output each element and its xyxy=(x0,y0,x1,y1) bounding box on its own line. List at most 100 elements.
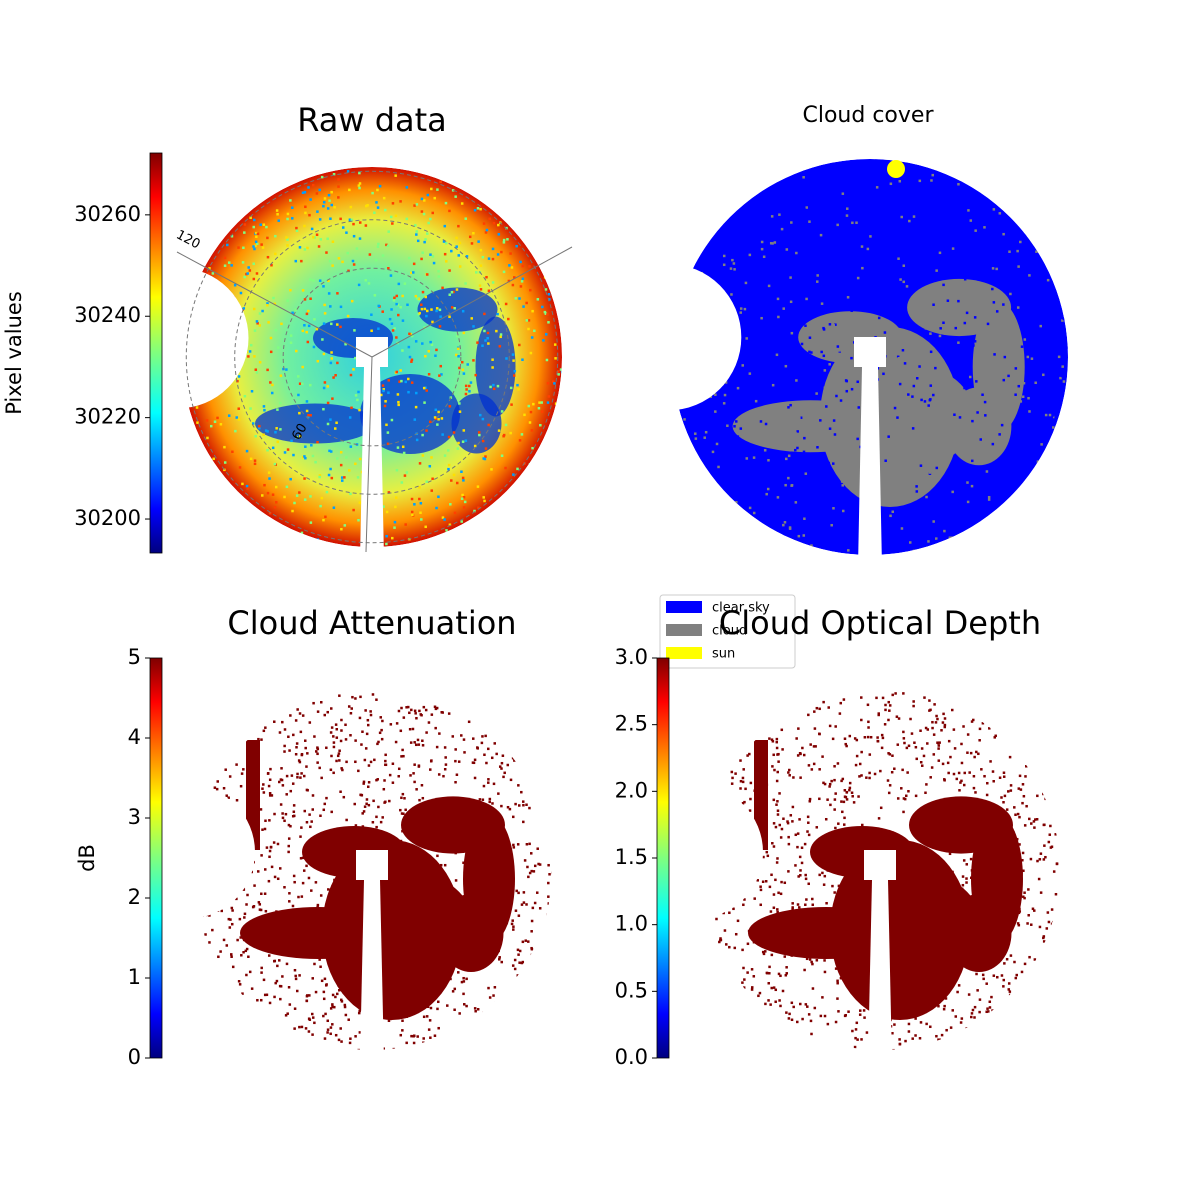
speckle xyxy=(910,732,914,735)
speckle xyxy=(394,885,397,888)
speckle xyxy=(235,897,238,901)
speckle xyxy=(541,305,544,309)
speckle xyxy=(245,484,249,488)
speckle xyxy=(975,750,978,754)
speckle xyxy=(837,1010,840,1013)
speckle xyxy=(292,810,296,813)
speckle xyxy=(1009,249,1013,253)
speckle xyxy=(409,332,412,336)
speckle xyxy=(757,805,761,809)
speckle xyxy=(330,357,334,360)
speckle xyxy=(299,730,303,734)
speckle xyxy=(880,746,884,750)
cloud-blob xyxy=(820,327,960,507)
speckle xyxy=(985,982,988,985)
speckle xyxy=(307,1030,311,1033)
speckle xyxy=(748,481,751,485)
speckle xyxy=(455,245,458,248)
speckle xyxy=(352,934,356,938)
speckle xyxy=(323,977,327,981)
speckle xyxy=(742,966,745,970)
speckle xyxy=(273,462,277,466)
speckle xyxy=(230,906,234,910)
speckle xyxy=(788,226,791,229)
speckle xyxy=(490,756,494,760)
speckle xyxy=(1035,250,1038,253)
speckle xyxy=(834,826,837,830)
speckle xyxy=(977,949,980,952)
speckle xyxy=(518,439,522,442)
speckle xyxy=(828,851,831,855)
speckle xyxy=(454,748,457,751)
speckle xyxy=(379,835,383,839)
speckle xyxy=(951,488,954,491)
speckle xyxy=(696,306,700,309)
speckle xyxy=(833,891,836,894)
speckle xyxy=(345,869,348,872)
speckle xyxy=(305,999,309,1003)
speckle xyxy=(272,941,276,945)
speckle xyxy=(799,874,802,877)
speckle xyxy=(245,866,249,870)
speckle xyxy=(796,446,799,450)
speckle xyxy=(865,888,869,892)
speckle xyxy=(986,909,989,913)
speckle xyxy=(371,988,374,992)
speckle xyxy=(787,835,790,839)
speckle xyxy=(220,315,223,318)
speckle xyxy=(918,365,921,368)
polar-ring xyxy=(282,267,462,447)
speckle xyxy=(994,385,998,388)
speckle xyxy=(402,716,406,719)
speckle xyxy=(311,808,315,811)
speckle xyxy=(421,251,424,254)
speckle xyxy=(441,516,445,519)
speckle xyxy=(834,792,837,795)
speckle xyxy=(542,339,545,342)
speckle xyxy=(1025,765,1028,768)
speckle xyxy=(245,947,249,951)
speckle xyxy=(428,910,431,914)
speckle xyxy=(335,963,338,966)
speckle xyxy=(417,743,421,746)
speckle xyxy=(330,476,334,480)
speckle xyxy=(768,483,771,486)
speckle xyxy=(774,923,777,926)
speckle xyxy=(778,823,782,827)
speckle xyxy=(435,309,438,313)
speckle xyxy=(822,781,825,785)
speckle xyxy=(362,876,366,879)
speckle xyxy=(224,854,227,857)
speckle xyxy=(409,774,412,777)
speckle xyxy=(823,970,827,974)
speckle xyxy=(858,775,861,778)
speckle xyxy=(287,986,291,989)
speckle xyxy=(319,504,322,508)
speckle xyxy=(315,192,319,195)
speckle xyxy=(841,810,844,814)
speckle xyxy=(195,882,199,885)
speckle xyxy=(837,439,840,442)
speckle xyxy=(763,841,766,845)
speckle xyxy=(1017,923,1021,927)
speckle xyxy=(862,912,865,915)
speckle xyxy=(212,860,215,863)
speckle xyxy=(833,765,836,768)
speckle xyxy=(839,399,843,402)
speckle xyxy=(340,718,343,722)
speckle xyxy=(309,198,312,201)
speckle xyxy=(435,745,439,749)
speckle xyxy=(485,900,489,904)
speckle xyxy=(437,275,441,278)
speckle xyxy=(707,390,711,394)
speckle xyxy=(362,438,366,441)
speckle xyxy=(483,949,487,952)
speckle xyxy=(981,934,985,937)
speckle xyxy=(368,872,371,875)
speckle xyxy=(951,247,955,250)
speckle xyxy=(731,776,734,780)
speckle xyxy=(348,188,351,192)
speckle xyxy=(270,263,273,267)
speckle xyxy=(226,243,229,247)
speckle xyxy=(984,963,987,967)
